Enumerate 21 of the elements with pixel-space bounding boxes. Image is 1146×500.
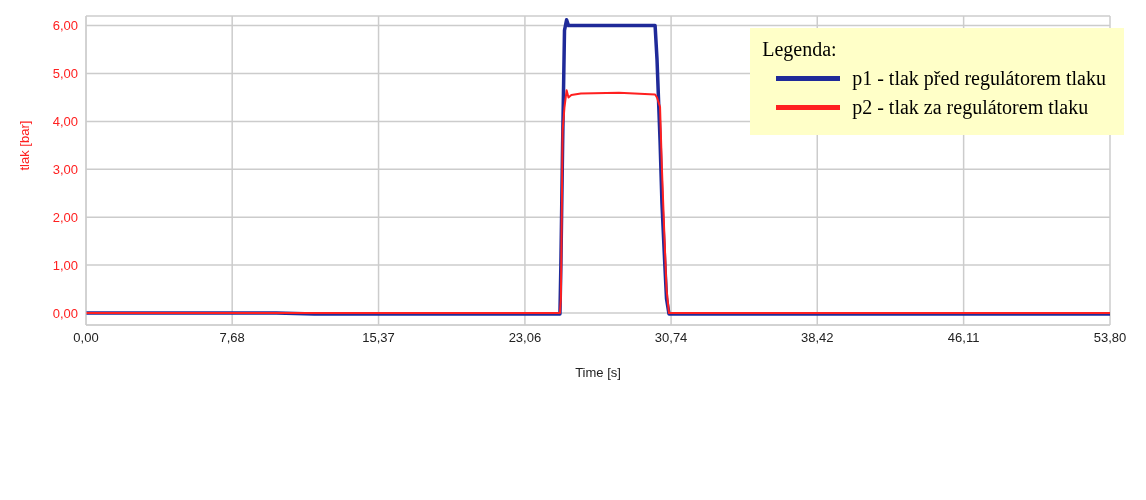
x-tick-label: 23,06 bbox=[508, 330, 542, 346]
y-tick-label: 6,00 bbox=[52, 18, 78, 34]
y-tick-label: 1,00 bbox=[52, 257, 78, 273]
x-tick-label: 38,42 bbox=[800, 330, 834, 346]
line-series bbox=[86, 89, 1110, 315]
legend-label: p2 - tlak za regulátorem tlaku bbox=[852, 96, 1089, 119]
y-tick-label: 2,00 bbox=[52, 209, 78, 225]
y-tick-label: 4,00 bbox=[52, 114, 78, 130]
y-axis-title: tlak [bar] bbox=[16, 120, 32, 171]
x-tick-label: 7,68 bbox=[219, 330, 245, 346]
x-tick-label: 53,80 bbox=[1093, 330, 1127, 346]
legend-label: p1 - tlak před regulátorem tlaku bbox=[852, 67, 1106, 90]
y-tick-label: 0,00 bbox=[52, 305, 78, 321]
legend-title: Legenda: bbox=[762, 38, 838, 61]
x-tick-label: 30,74 bbox=[654, 330, 688, 346]
x-tick-label: 0,00 bbox=[73, 330, 99, 346]
y-tick-label: 5,00 bbox=[52, 66, 78, 82]
x-axis-title: Time [s] bbox=[575, 365, 621, 380]
x-tick-label: 46,11 bbox=[947, 330, 980, 346]
x-tick-label: 15,37 bbox=[362, 330, 395, 346]
y-tick-label: 3,00 bbox=[52, 161, 78, 177]
